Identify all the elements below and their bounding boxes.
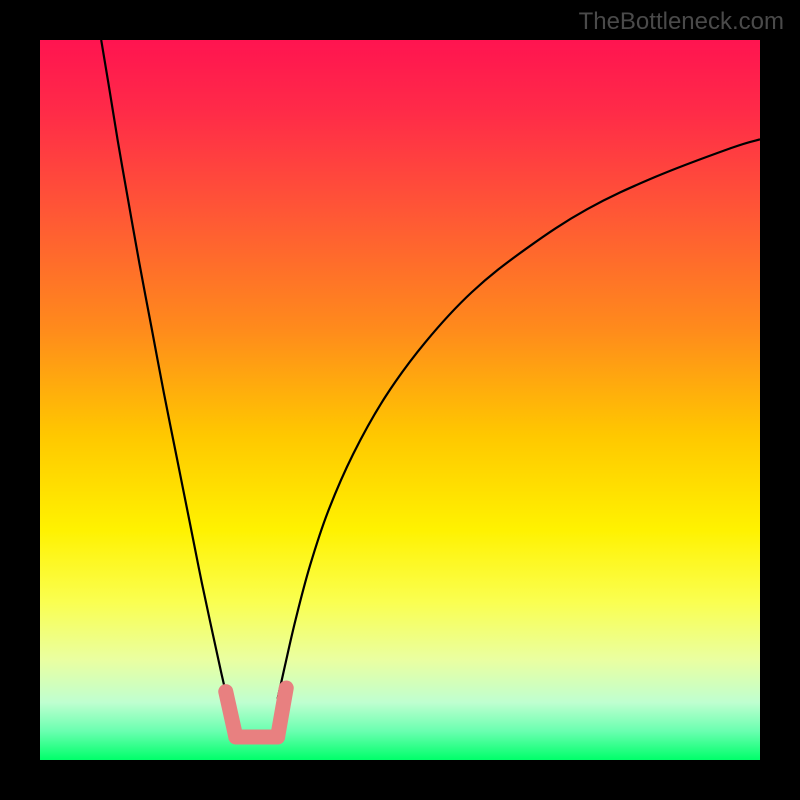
curve-layer — [40, 40, 760, 760]
chart-container: TheBottleneck.com — [0, 0, 800, 800]
highlight-bracket-right — [278, 688, 287, 737]
right-curve — [278, 139, 760, 698]
plot-area — [40, 40, 760, 760]
watermark-text: TheBottleneck.com — [579, 8, 784, 36]
left-curve — [101, 40, 227, 699]
